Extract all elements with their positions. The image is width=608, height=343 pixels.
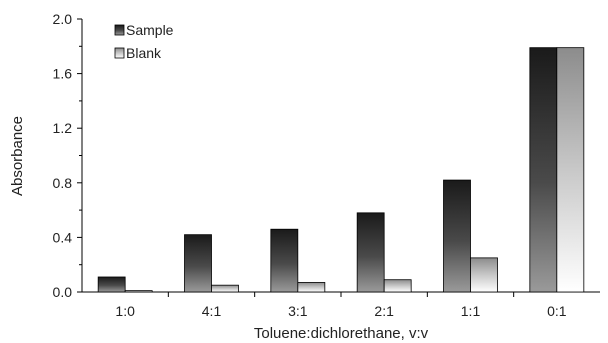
bar-blank — [297, 282, 326, 293]
legend-label-sample: Sample — [126, 22, 174, 38]
bar-sample — [270, 228, 299, 293]
bars — [97, 47, 585, 293]
legend-swatch-sample — [114, 24, 125, 36]
x-tick-label: 2:1 — [374, 303, 394, 319]
bar-sample — [184, 234, 212, 293]
bar-blank — [211, 284, 239, 293]
legend: Sample Blank — [114, 22, 174, 61]
bar-sample — [529, 47, 558, 293]
y-tick-label: 0.0 — [53, 284, 73, 300]
x-tick-label: 3:1 — [288, 303, 308, 319]
y-tick-label: 0.8 — [53, 175, 73, 191]
x-axis-label: Toluene:dichlorethane, v:v — [254, 325, 429, 342]
bar-blank — [383, 279, 412, 293]
y-tick-label: 1.6 — [53, 66, 73, 82]
x-ticks: 1:0 4:1 3:1 2:1 1:1 0:1 — [115, 292, 567, 319]
bar-blank — [470, 257, 498, 293]
x-tick-label: 1:1 — [461, 303, 481, 319]
bar-sample — [443, 179, 471, 293]
bar-sample — [356, 212, 385, 293]
x-tick-label: 0:1 — [547, 303, 567, 319]
legend-swatch-blank — [114, 47, 125, 59]
y-ticks: 0.0 0.4 0.8 1.2 1.6 2.0 — [53, 11, 82, 300]
y-tick-label: 0.4 — [53, 229, 73, 245]
y-tick-label: 1.2 — [53, 120, 73, 136]
x-tick-label: 4:1 — [202, 303, 222, 319]
y-tick-label: 2.0 — [53, 11, 73, 27]
x-tick-label: 1:0 — [115, 303, 135, 319]
bar-sample — [97, 276, 126, 293]
legend-label-blank: Blank — [126, 45, 162, 61]
bar-blank — [556, 47, 585, 293]
y-axis-label: Absorbance — [9, 116, 26, 196]
bar-blank — [124, 290, 153, 293]
